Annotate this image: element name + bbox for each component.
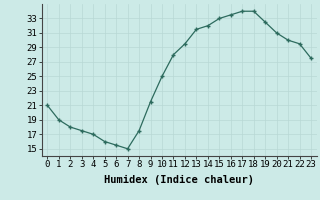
- X-axis label: Humidex (Indice chaleur): Humidex (Indice chaleur): [104, 175, 254, 185]
